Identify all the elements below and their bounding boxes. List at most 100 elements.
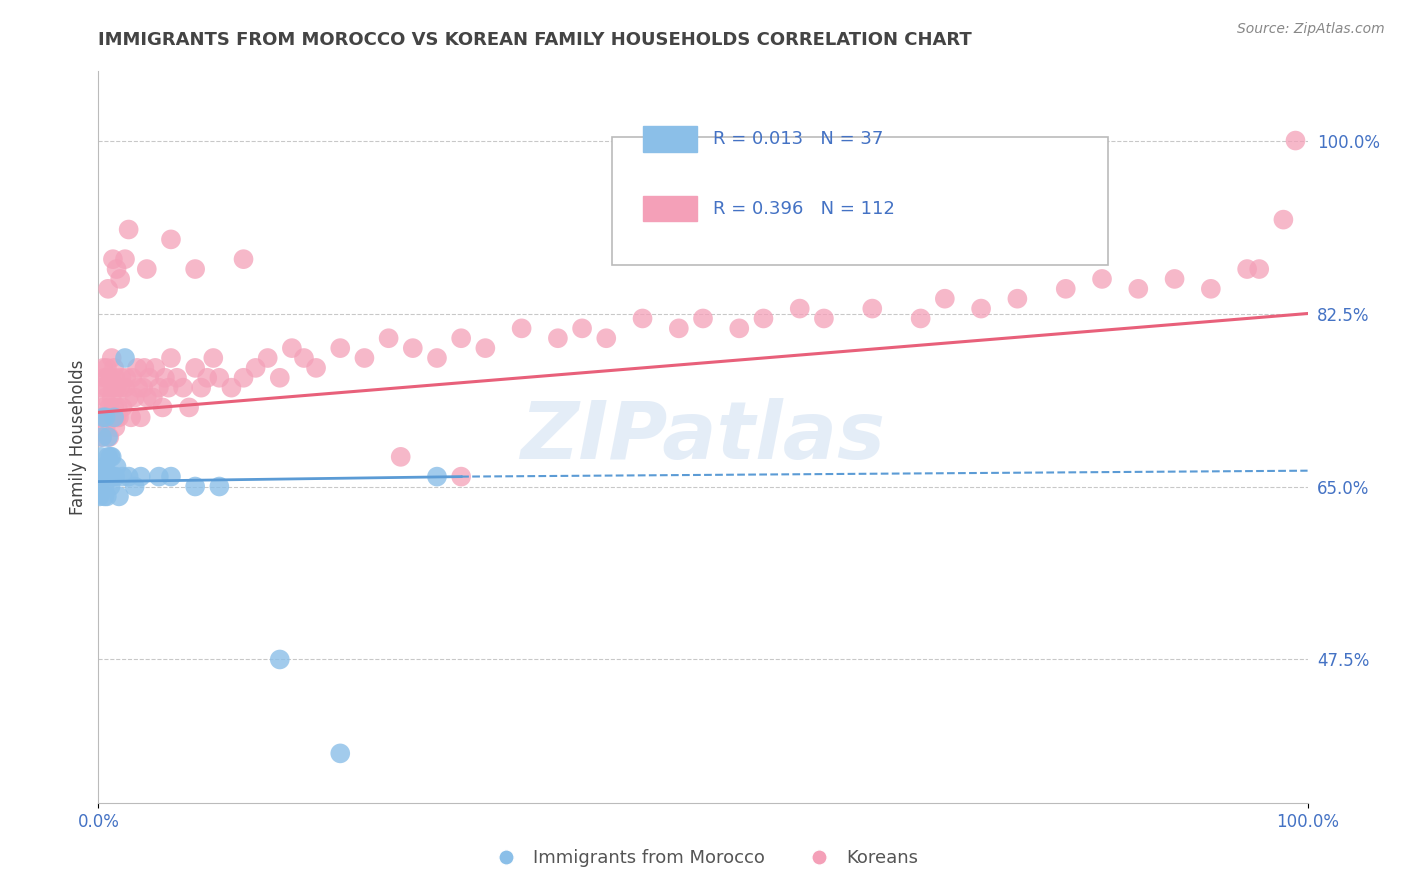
- Point: [100, 351, 122, 365]
- Point: [91, 430, 114, 444]
- Point: [97, 430, 120, 444]
- Point: [221, 381, 243, 395]
- Point: [208, 371, 231, 385]
- Point: [120, 410, 142, 425]
- Point: [100, 391, 122, 405]
- Point: [860, 301, 883, 316]
- Point: [292, 351, 315, 365]
- Point: [101, 469, 124, 483]
- Point: [96, 381, 118, 395]
- Point: [143, 360, 166, 375]
- Point: [752, 311, 775, 326]
- Point: [105, 262, 128, 277]
- Point: [329, 341, 352, 355]
- Point: [148, 381, 170, 395]
- Point: [103, 410, 125, 425]
- Point: [101, 252, 124, 267]
- Point: [377, 331, 399, 345]
- Point: [474, 341, 496, 355]
- Text: IMMIGRANTS FROM MOROCCO VS KOREAN FAMILY HOUSEHOLDS CORRELATION CHART: IMMIGRANTS FROM MOROCCO VS KOREAN FAMILY…: [98, 31, 972, 49]
- Bar: [643, 126, 697, 152]
- Point: [910, 311, 932, 326]
- Point: [132, 381, 155, 395]
- Point: [98, 401, 121, 415]
- Point: [152, 401, 174, 415]
- Point: [129, 469, 152, 483]
- Point: [96, 465, 118, 479]
- Point: [232, 252, 254, 267]
- Point: [135, 262, 157, 277]
- Point: [118, 222, 141, 236]
- Point: [595, 331, 617, 345]
- Point: [100, 410, 122, 425]
- Point: [91, 430, 114, 444]
- Point: [208, 479, 231, 493]
- Point: [389, 450, 412, 464]
- Point: [184, 262, 207, 277]
- Point: [97, 282, 120, 296]
- Point: [100, 371, 122, 385]
- Point: [450, 331, 472, 345]
- Point: [245, 360, 267, 375]
- Point: [510, 321, 533, 335]
- Point: [111, 401, 134, 415]
- Point: [728, 321, 751, 335]
- Point: [138, 371, 160, 385]
- Point: [96, 489, 118, 503]
- Point: [111, 469, 134, 483]
- Point: [281, 341, 304, 355]
- Point: [1199, 282, 1222, 296]
- Point: [90, 450, 112, 464]
- Point: [127, 360, 149, 375]
- Point: [692, 311, 714, 326]
- Point: [96, 360, 118, 375]
- Point: [91, 410, 114, 425]
- Point: [789, 301, 811, 316]
- Point: [934, 292, 956, 306]
- Point: [101, 381, 124, 395]
- Point: [547, 331, 569, 345]
- Point: [100, 479, 122, 493]
- Point: [402, 341, 425, 355]
- Point: [450, 469, 472, 483]
- Point: [124, 391, 146, 405]
- Point: [114, 381, 136, 395]
- Point: [160, 232, 183, 246]
- Point: [94, 469, 117, 483]
- Point: [134, 360, 156, 375]
- Y-axis label: Family Households: Family Households: [69, 359, 87, 515]
- Point: [91, 465, 114, 479]
- Point: [93, 410, 115, 425]
- Point: [148, 469, 170, 483]
- Text: R = 0.013   N = 37: R = 0.013 N = 37: [713, 129, 883, 148]
- Point: [160, 351, 183, 365]
- Point: [142, 391, 165, 405]
- Point: [813, 311, 835, 326]
- Point: [94, 391, 117, 405]
- Point: [1128, 282, 1150, 296]
- Point: [93, 479, 115, 493]
- Point: [426, 469, 449, 483]
- Point: [93, 459, 115, 474]
- Point: [232, 371, 254, 385]
- Point: [108, 489, 131, 503]
- Point: [1249, 262, 1271, 277]
- Point: [184, 360, 207, 375]
- Point: [1236, 262, 1258, 277]
- Point: [157, 381, 180, 395]
- Point: [172, 381, 194, 395]
- Point: [97, 371, 120, 385]
- Point: [118, 391, 141, 405]
- Point: [108, 272, 131, 286]
- Point: [1284, 134, 1306, 148]
- Point: [103, 401, 125, 415]
- Point: [104, 420, 127, 434]
- Point: [114, 351, 136, 365]
- Point: [329, 747, 352, 761]
- Point: [104, 371, 127, 385]
- Point: [1054, 282, 1077, 296]
- Point: [114, 252, 136, 267]
- Point: [269, 371, 291, 385]
- Point: [105, 459, 128, 474]
- Point: [98, 430, 121, 444]
